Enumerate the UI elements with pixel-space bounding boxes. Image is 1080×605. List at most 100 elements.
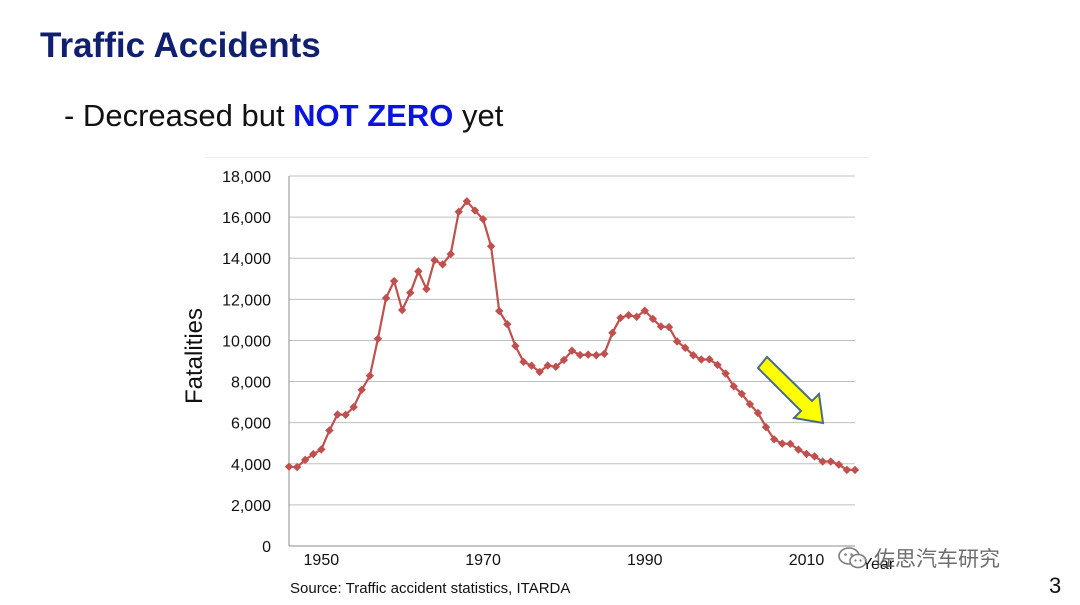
data-point [575,350,585,360]
data-point [292,462,302,472]
data-point [600,349,609,359]
data-point [802,449,811,459]
data-point [389,276,399,286]
data-point [486,242,496,251]
data-point [398,305,407,315]
x-axis-label: Year [862,556,895,573]
data-point [769,435,779,444]
y-tick-label: 0 [262,539,271,556]
data-point [656,322,666,331]
data-point [454,207,463,216]
y-tick-label: 14,000 [222,251,271,268]
y-tick-label: 18,000 [222,169,271,186]
trend-arrow-icon [756,355,825,425]
watermark: 佐思汽车研究 [838,543,1000,573]
data-point [640,306,649,315]
data-point [681,343,690,353]
y-tick-label: 8,000 [231,375,271,392]
data-point [664,322,674,332]
page-number: 3 [1049,573,1062,598]
data-point [753,408,763,418]
data-point [503,320,512,329]
series-line [288,200,855,471]
data-point [616,313,625,323]
y-tick-label: 6,000 [231,416,271,433]
data-point [794,445,803,454]
subtitle-suffix: yet [453,98,504,133]
data-point [761,422,771,432]
data-point [462,197,472,206]
chart-top-border [205,157,869,158]
data-point [495,306,504,316]
data-point [648,314,658,324]
y-tick-label: 16,000 [222,210,271,227]
data-point [689,351,698,360]
slide-title: Traffic Accidents [40,26,321,65]
data-point [357,385,366,394]
data-point [430,256,439,265]
y-tick-label: 2,000 [231,498,271,515]
x-tick-label: 2010 [789,552,825,569]
data-point [551,362,561,371]
y-tick-label: 12,000 [222,292,271,309]
data-point [300,455,310,465]
data-point [422,284,431,294]
y-tick-label: 10,000 [222,333,271,350]
data-point [527,361,536,370]
data-point [697,355,706,364]
data-point [511,341,520,351]
slide-subtitle: - Decreased but NOT ZERO yet [64,98,503,134]
data-point [519,357,528,367]
data-point [341,410,350,420]
data-point [317,445,326,454]
data-point [850,465,860,475]
data-point [672,337,682,346]
data-point [365,371,375,380]
x-tick-label: 1990 [627,552,663,569]
data-point [729,382,738,391]
data-point [583,350,593,359]
data-point [737,389,746,399]
data-point [535,367,544,377]
subtitle-prefix: - Decreased but [64,98,294,133]
data-point [446,249,455,259]
chat-bubble-icon [838,547,867,569]
subtitle-emphasis: NOT ZERO [293,98,454,133]
data-point [705,355,714,364]
data-point [624,310,633,320]
data-point [745,399,755,409]
data-point [786,439,795,449]
y-axis-label: Fatalities [181,308,208,404]
data-point [559,355,569,365]
data-point [414,267,423,276]
data-point [713,360,722,370]
data-point [608,328,617,338]
data-point [818,457,827,466]
x-tick-label: 1950 [304,552,340,569]
data-point [592,351,601,360]
data-point [632,312,641,322]
data-point [333,410,342,419]
data-point [406,288,415,297]
x-tick-label: 1970 [465,552,501,569]
data-point [826,457,835,466]
data-point [810,452,819,461]
data-point [478,214,488,224]
y-tick-label: 4,000 [231,457,271,474]
data-point [567,346,577,355]
data-point [325,426,334,435]
data-point [373,334,383,343]
data-point [349,402,358,412]
data-point [842,465,852,475]
data-point [381,293,391,303]
data-point [721,369,730,378]
data-point [543,361,552,370]
data-point [438,260,447,269]
data-point [834,460,844,469]
data-point [470,206,480,215]
data-point [309,449,318,459]
data-point [284,462,294,471]
watermark-text: 佐思汽车研究 [874,548,1000,571]
source-note: Source: Traffic accident statistics, ITA… [290,580,571,597]
